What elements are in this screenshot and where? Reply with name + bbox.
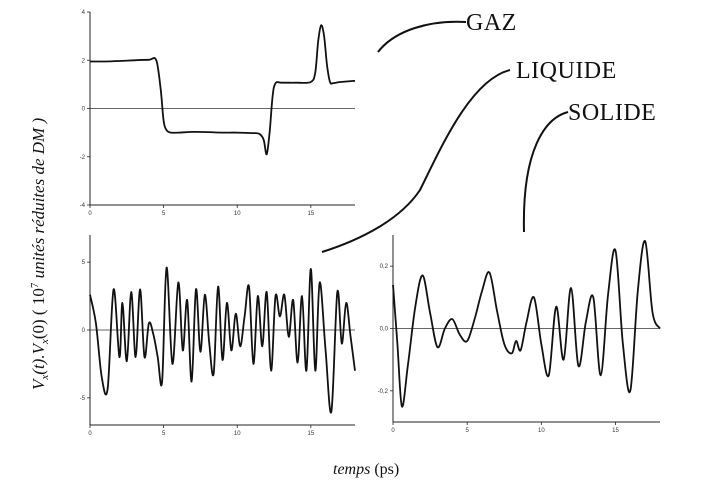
gaz-x-tick-label: 15: [307, 211, 314, 217]
solide-series-line: [392, 240, 661, 408]
solide-x-tick-label: 15: [612, 428, 619, 434]
liquide-series-line: [89, 266, 356, 414]
gaz-x-tick-label: 5: [162, 211, 166, 217]
liquide-x-tick-label: 5: [162, 431, 166, 437]
annotation-gaz: GAZ: [466, 10, 517, 36]
liquide-y-tick-label: 0: [82, 328, 86, 334]
liquide-x-tick-label: 15: [307, 431, 314, 437]
gaz-x-tick-label: 10: [234, 211, 241, 217]
gaz-y-tick-label: 2: [82, 58, 86, 64]
liquide-x-tick-label: 0: [88, 431, 92, 437]
annotation-solide: SOLIDE: [568, 100, 656, 126]
liquide-x-tick-label: 10: [234, 431, 241, 437]
arrow-liquide: [321, 69, 511, 253]
gaz-x-tick-label: 0: [88, 211, 92, 217]
panel-solide: 0,2 0,0 -0,2 0 5 10 15: [378, 235, 661, 434]
solide-x-tick-label: 5: [465, 428, 469, 434]
x-axis-label: temps (ps): [333, 461, 399, 478]
gaz-y-tick-label: -2: [80, 155, 86, 161]
gaz-y-tick-label: -4: [80, 203, 86, 209]
gaz-series-line: [89, 24, 356, 156]
solide-y-tick-label: -0,2: [378, 389, 389, 395]
solide-y-tick-label: 0,2: [380, 264, 389, 270]
panel-liquide: 5 0 -5 0 5 10 15: [80, 235, 356, 437]
gaz-y-tick-label: 4: [82, 10, 86, 16]
arrow-gaz: [377, 20, 467, 53]
gaz-y-tick-label: 0: [82, 107, 86, 113]
liquide-y-tick-label: -5: [80, 396, 86, 402]
annotation-liquide: LIQUIDE: [516, 58, 617, 84]
arrow-solide: [522, 111, 569, 233]
y-axis-label: Vx(t).Vx(0) ( 107 unités réduites de DM …: [29, 118, 51, 390]
liquide-y-tick-label: 5: [82, 260, 86, 266]
solide-x-tick-label: 10: [538, 428, 545, 434]
solide-y-tick-label: 0,0: [380, 327, 389, 333]
solide-x-tick-label: 0: [391, 428, 395, 434]
panel-gaz: 420-2-40 5 10 15: [80, 10, 356, 217]
